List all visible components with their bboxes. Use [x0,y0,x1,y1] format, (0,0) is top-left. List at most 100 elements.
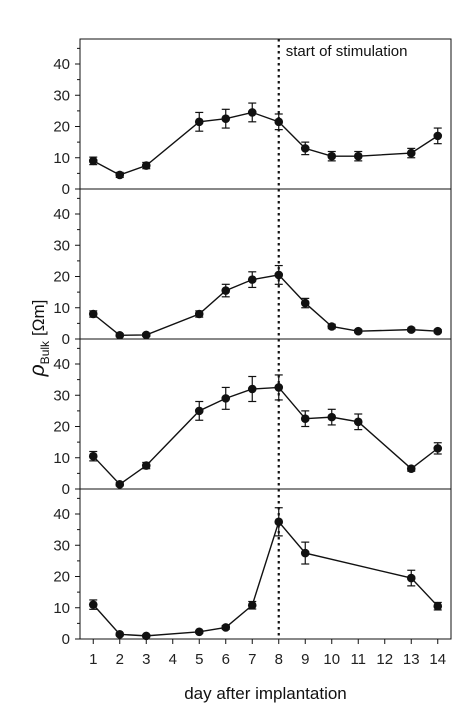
stimulation-start-label: start of stimulation [286,43,408,60]
y-tick-label: 30 [53,537,70,554]
x-tick-label: 14 [429,651,446,668]
data-point [194,309,204,319]
y-axis-unit: [Ωm] [29,300,48,336]
x-axis: 1 2 3 4 5 6 7 8 9 10 11 12 13 14 [89,639,446,668]
y-tick-label: 20 [53,269,70,286]
data-point [141,461,151,470]
panel-frame [79,188,452,340]
data-point [194,406,204,416]
x-tick-label: 13 [403,651,420,668]
x-tick-label: 12 [376,651,393,668]
data-point [88,156,98,166]
data-point [406,148,416,158]
panel-1: 0 10 20 30 40 [53,38,452,198]
data-point [300,298,310,308]
data-point [353,326,363,336]
data-point [300,144,310,153]
y-tick-label: 40 [53,56,70,73]
data-point [141,330,151,340]
data-point [433,444,443,453]
y-tick-label: 40 [53,356,70,373]
x-tick-label: 3 [142,651,150,668]
series-line [92,386,439,486]
data-point [353,417,363,427]
data-point [247,384,257,394]
y-axis-subscript: Bulk [38,340,52,364]
x-tick-label: 9 [301,651,309,668]
data-point [247,108,257,117]
data-point [88,600,98,609]
y-tick-label: 30 [53,237,70,254]
data-point [274,117,284,127]
y-tick-label: 40 [53,206,70,223]
data-point [274,517,284,527]
data-point [115,480,125,489]
data-point [433,601,443,611]
data-point [247,275,257,284]
series-line [92,111,439,176]
x-tick-label: 2 [116,651,124,668]
y-tick-label: 30 [53,387,70,404]
y-tick-label: 10 [53,600,70,617]
data-point [221,286,231,295]
data-point [194,627,204,637]
panels-layer: 0 10 20 30 40 0 10 20 30 40 0 10 20 30 40 0 10 20 30 40 [53,38,452,648]
y-tick-label: 10 [53,450,70,467]
data-point [115,330,125,340]
x-tick-label: 8 [275,651,283,668]
panel-frame [79,488,452,640]
y-tick-label: 30 [53,87,70,104]
series-line [92,274,438,336]
data-point [221,114,231,123]
x-axis-title: day after implantation [184,684,347,703]
data-point [300,414,310,423]
x-tick-label: 5 [195,651,203,668]
y-tick-label: 0 [62,481,70,498]
y-axis-title: ρBulk [Ωm] [26,300,52,378]
y-tick-label: 20 [53,569,70,586]
data-point [247,600,257,610]
data-point [88,309,98,319]
data-point [406,325,416,334]
y-tick-label: 0 [62,331,70,348]
y-tick-label: 0 [62,631,70,648]
data-point [406,573,416,583]
y-axis-symbol: ρ [26,364,49,377]
panel-2: 0 10 20 30 40 [53,188,452,348]
data-point [141,631,151,641]
data-point [327,322,337,331]
series-line [92,520,439,637]
x-tick-label: 6 [222,651,230,668]
data-point [406,464,416,473]
panel-3: 0 10 20 30 40 [53,338,452,498]
panel-4: 0 10 20 30 40 [53,488,452,648]
data-point [433,131,443,141]
data-point [300,548,310,558]
y-tick-label: 10 [53,150,70,167]
data-point [194,117,204,127]
y-tick-label: 20 [53,419,70,436]
data-point [353,151,363,161]
x-tick-label: 11 [350,651,366,668]
y-tick-label: 10 [53,300,70,317]
data-point [88,451,98,461]
data-point [141,161,151,170]
data-point [221,394,231,403]
y-tick-label: 40 [53,506,70,523]
x-tick-label: 1 [89,651,97,668]
data-point [433,326,443,336]
x-tick-label: 7 [248,651,256,668]
x-tick-label: 4 [169,651,177,668]
svg-text:ρBulk[Ωm]: ρBulk [Ωm] [26,300,52,378]
y-tick-label: 0 [62,181,70,198]
y-tick-label: 20 [53,119,70,136]
data-point [115,170,125,180]
x-tick-label: 10 [323,651,340,668]
panel-frame [79,38,452,190]
panel-frame [79,338,452,490]
data-point [115,630,125,639]
data-point [327,151,337,161]
data-point [327,412,337,422]
data-point [221,623,231,632]
